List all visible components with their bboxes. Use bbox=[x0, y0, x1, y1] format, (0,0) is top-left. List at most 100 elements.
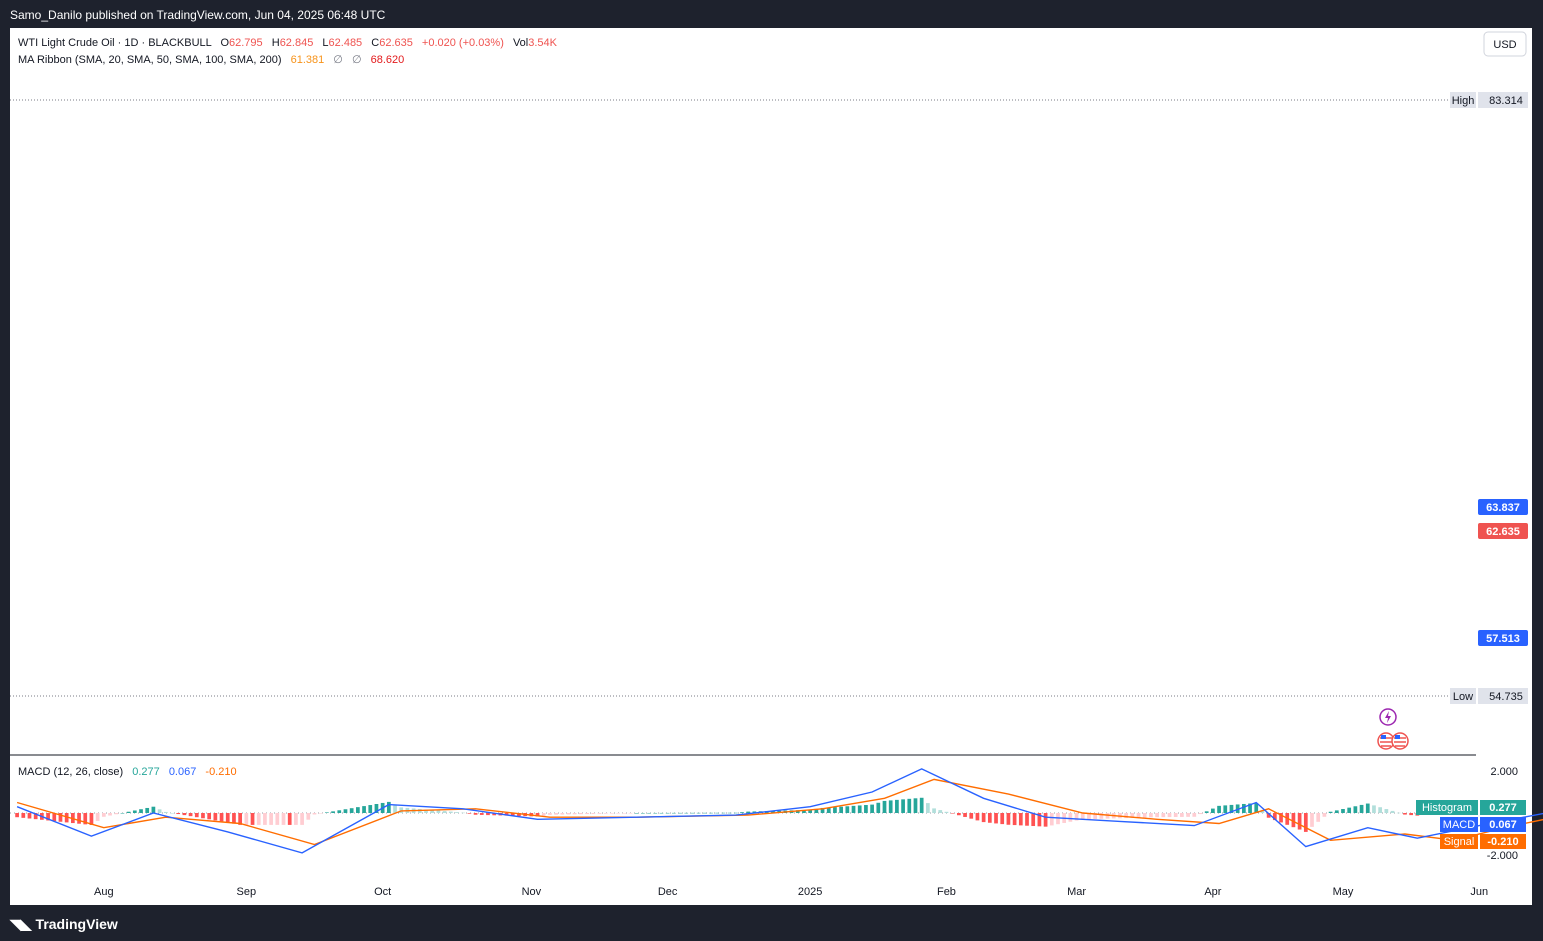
macd-histogram-bar bbox=[163, 811, 168, 813]
macd-histogram-bar bbox=[1297, 813, 1302, 830]
macd-tick-label: 2.000 bbox=[1490, 766, 1518, 778]
macd-histogram-bar bbox=[956, 813, 961, 816]
macd-histogram-bar bbox=[610, 813, 614, 814]
macd-histogram-bar bbox=[393, 804, 397, 813]
macd-histogram-bar bbox=[740, 812, 744, 813]
macd-tick-label: -2.000 bbox=[1487, 850, 1518, 862]
period-high-tag: High 83.314 bbox=[1450, 92, 1528, 108]
macd-histogram-bar bbox=[139, 809, 143, 813]
macd-histogram-bar bbox=[312, 813, 317, 815]
currency-button[interactable]: USD bbox=[1483, 31, 1527, 57]
macd-histogram-bar bbox=[826, 807, 831, 813]
macd-histogram-bar bbox=[1396, 812, 1401, 814]
tradingview-logo[interactable]: ◥◣ TradingView bbox=[10, 916, 118, 932]
macd-histogram-bar bbox=[1130, 813, 1135, 818]
last-price-badge: 62.635 bbox=[1478, 523, 1528, 539]
macd-histogram-bar bbox=[510, 813, 515, 816]
svg-text:Histogram: Histogram bbox=[1422, 802, 1472, 814]
macd-histogram-bar bbox=[926, 803, 930, 813]
macd-histogram-bar bbox=[1180, 813, 1184, 817]
lightning-icon[interactable] bbox=[1379, 708, 1397, 726]
macd-histogram-bar bbox=[145, 807, 150, 813]
svg-text:62.635: 62.635 bbox=[1486, 526, 1520, 538]
macd-histogram-bar bbox=[132, 810, 137, 813]
macd-histogram-bar bbox=[1223, 805, 1228, 813]
macd-histogram-bar bbox=[374, 804, 379, 813]
us-flag-icon[interactable] bbox=[1377, 732, 1395, 750]
macd-histogram-bar bbox=[356, 807, 360, 813]
macd-histogram-bar bbox=[15, 813, 19, 818]
macd-histogram-bar bbox=[213, 813, 218, 821]
macd-histogram-bar bbox=[238, 813, 243, 825]
macd-legend[interactable]: MACD (12, 26, close) 0.277 0.067 -0.210 bbox=[18, 766, 237, 778]
macd-histogram-bar bbox=[641, 812, 645, 814]
macd-line bbox=[16, 768, 1543, 854]
macd-histogram-bar bbox=[733, 812, 738, 814]
macd-histogram-bar bbox=[1136, 813, 1141, 818]
macd-histogram-bar bbox=[709, 812, 713, 814]
svg-text:57.513: 57.513 bbox=[1486, 633, 1520, 645]
macd-histogram-bar bbox=[944, 811, 949, 813]
macd-histogram-bar bbox=[579, 813, 583, 815]
macd-histogram-bar bbox=[1328, 811, 1333, 813]
svg-text:63.837: 63.837 bbox=[1486, 502, 1520, 514]
macd-histogram-bar bbox=[1266, 813, 1271, 818]
macd-histogram-bar bbox=[21, 813, 26, 818]
macd-histogram-bar bbox=[938, 810, 943, 813]
macd-histogram-bar bbox=[448, 811, 453, 813]
macd-histogram-bar bbox=[201, 813, 205, 819]
time-axis-label: Apr bbox=[1204, 886, 1221, 898]
macd-histogram-bar bbox=[987, 813, 992, 823]
macd-badge: MACD 0.067 bbox=[1440, 817, 1526, 832]
macd-histogram-bar bbox=[1149, 813, 1153, 818]
macd-histogram-bar bbox=[1248, 803, 1252, 813]
macd-histogram-bar bbox=[901, 799, 905, 813]
time-axis-label: Mar bbox=[1067, 886, 1086, 898]
macd-histogram-bar bbox=[1291, 813, 1296, 828]
macd-histogram-bar bbox=[225, 813, 230, 823]
macd-histogram-bar bbox=[1124, 813, 1128, 819]
svg-text:USD: USD bbox=[1493, 39, 1516, 51]
macd-histogram-bar bbox=[566, 813, 571, 815]
macd-histogram-bar bbox=[1142, 813, 1147, 818]
macd-histogram-bar bbox=[27, 813, 32, 819]
symbol-legend[interactable]: WTI Light Crude Oil · 1D · BLACKBULL O62… bbox=[18, 37, 558, 49]
macd-histogram-bar bbox=[207, 813, 212, 820]
macd-histogram-bar bbox=[907, 798, 912, 813]
macd-histogram-bar bbox=[1316, 813, 1321, 822]
macd-histogram-bar bbox=[263, 813, 267, 825]
macd-histogram-bar bbox=[554, 813, 558, 815]
macd-histogram-bar bbox=[269, 813, 273, 825]
macd-histogram-bar bbox=[442, 811, 447, 813]
macd-histogram-bar bbox=[671, 812, 676, 814]
macd-histogram-bar bbox=[1365, 803, 1370, 813]
time-axis: Aug Sep Oct Nov Dec 2025 Feb Mar Apr May Jun bbox=[94, 886, 1488, 898]
macd-histogram-bar bbox=[120, 813, 125, 814]
svg-text:-0.210: -0.210 bbox=[1487, 836, 1518, 848]
macd-histogram-bar bbox=[727, 812, 732, 814]
macd-histogram-bar bbox=[473, 813, 478, 815]
macd-signal-line bbox=[16, 778, 1543, 846]
macd-histogram-bar bbox=[1347, 807, 1352, 813]
macd-histogram-bar bbox=[591, 813, 596, 814]
macd-histogram-bar bbox=[77, 813, 81, 824]
ma-ribbon-legend[interactable]: MA Ribbon (SMA, 20, SMA, 50, SMA, 100, S… bbox=[18, 54, 404, 66]
macd-histogram-bar bbox=[1341, 809, 1345, 813]
macd-histogram-bar bbox=[864, 805, 868, 813]
time-axis-label: May bbox=[1333, 886, 1354, 898]
macd-histogram-bar bbox=[981, 813, 986, 823]
macd-histogram-bar bbox=[963, 813, 967, 817]
macd-histogram-bar bbox=[368, 805, 373, 813]
macd-histogram-bar bbox=[1173, 813, 1178, 817]
macd-histogram-bar bbox=[157, 809, 162, 813]
macd-histogram-bar bbox=[653, 812, 658, 814]
macd-histogram-bar bbox=[1031, 813, 1036, 827]
us-flag-icon-2[interactable] bbox=[1391, 732, 1409, 750]
macd-histogram-bar bbox=[1204, 811, 1209, 813]
time-axis-label: Oct bbox=[374, 886, 391, 898]
macd-histogram-bar bbox=[808, 809, 813, 813]
macd-histogram-bar bbox=[170, 813, 174, 814]
macd-histogram-bar bbox=[1192, 813, 1197, 817]
macd-histogram-bar bbox=[331, 811, 335, 813]
